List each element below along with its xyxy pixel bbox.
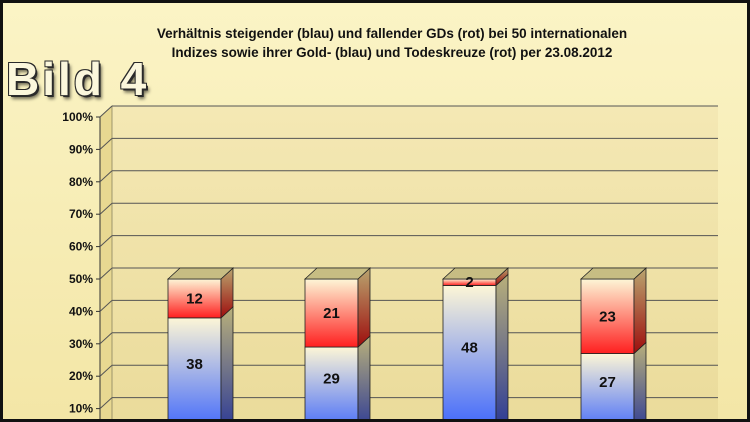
bar-blue-value: 38 [186, 356, 203, 373]
bar-blue-side [495, 273, 509, 422]
bar-blue [304, 346, 359, 422]
y-tick-label: 20% [69, 369, 93, 383]
gridline-depth [99, 332, 113, 345]
bar-group: 48 2 [441, 267, 510, 422]
y-tick-label: 70% [69, 207, 93, 221]
y-tick-label: 80% [69, 175, 93, 189]
bar-blue [580, 353, 635, 422]
gridline-depth [99, 170, 113, 183]
gridline-depth [99, 105, 113, 118]
gridline-depth [99, 202, 113, 215]
bar-blue-side [220, 305, 234, 422]
bar-red [580, 278, 635, 354]
bar-top [303, 267, 372, 280]
bar-red-side [357, 267, 371, 348]
bar-blue [442, 285, 497, 422]
y-tick-label: 50% [69, 272, 93, 286]
bar-top [166, 267, 235, 280]
gridline-depth [99, 267, 113, 280]
bar-red [304, 278, 359, 348]
bar-top [579, 267, 648, 280]
bar-blue [167, 317, 222, 422]
y-tick-label: 60% [69, 240, 93, 254]
gridline-depth [99, 364, 113, 377]
gridline-depth [99, 138, 113, 150]
bar-blue-value: 48 [461, 340, 478, 357]
y-tick-label: 100% [62, 110, 93, 124]
gridline-depth [99, 300, 113, 312]
chart-title-line-2: Indizes sowie ihrer Gold- (blau) und Tod… [171, 45, 613, 60]
bar-red [167, 278, 222, 319]
bar-red-value: 2 [465, 274, 473, 291]
y-tick-label: 40% [69, 304, 93, 318]
gridline-depth [99, 235, 113, 247]
gridline-depth [99, 397, 113, 409]
bar-red-value: 12 [186, 290, 203, 307]
chart-title-line-1: Verhältnis steigender (blau) und fallend… [156, 26, 628, 41]
bar-red-value: 21 [323, 305, 340, 322]
bar-red-value: 23 [599, 308, 616, 325]
y-tick-label: 10% [69, 402, 93, 416]
bar-red-side [633, 267, 647, 355]
bar-blue-value: 27 [599, 374, 616, 391]
bar-group: 29 21 [303, 267, 372, 422]
bar-group: 38 12 [166, 267, 235, 422]
y-tick-label: 90% [69, 142, 93, 156]
bar-blue-side [357, 335, 371, 422]
bar-group: 27 23 [579, 267, 648, 422]
bar-blue-value: 29 [323, 371, 340, 388]
y-tick-label: 30% [69, 337, 93, 351]
bar-top [441, 267, 510, 280]
figure-badge: Bild 4 [6, 53, 150, 105]
bar-blue-side [633, 341, 647, 422]
chart-title: Verhältnis steigender (blau) und fallend… [82, 24, 702, 62]
